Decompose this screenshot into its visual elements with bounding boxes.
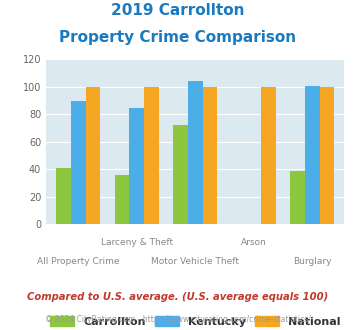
Bar [130, 108, 144, 224]
Text: Burglary: Burglary [293, 257, 332, 266]
Text: Property Crime Comparison: Property Crime Comparison [59, 30, 296, 45]
Bar [144, 87, 159, 224]
Text: All Property Crime: All Property Crime [37, 257, 120, 266]
Bar [188, 82, 203, 224]
Text: Compared to U.S. average. (U.S. average equals 100): Compared to U.S. average. (U.S. average … [27, 292, 328, 302]
Bar [305, 85, 320, 224]
Bar [290, 171, 305, 224]
Text: 2019 Carrollton: 2019 Carrollton [111, 3, 244, 18]
Bar [86, 87, 100, 224]
Text: Larceny & Theft: Larceny & Theft [101, 238, 173, 247]
Text: Motor Vehicle Theft: Motor Vehicle Theft [151, 257, 239, 266]
Legend: Carrollton, Kentucky, National: Carrollton, Kentucky, National [50, 316, 341, 327]
Bar [320, 87, 334, 224]
Bar [56, 168, 71, 224]
Bar [115, 175, 130, 224]
Bar [261, 87, 275, 224]
Text: Arson: Arson [241, 238, 267, 247]
Bar [71, 101, 86, 224]
Text: © 2024 CityRating.com - https://www.cityrating.com/crime-statistics/: © 2024 CityRating.com - https://www.city… [45, 315, 310, 324]
Bar [203, 87, 217, 224]
Bar [173, 125, 188, 224]
